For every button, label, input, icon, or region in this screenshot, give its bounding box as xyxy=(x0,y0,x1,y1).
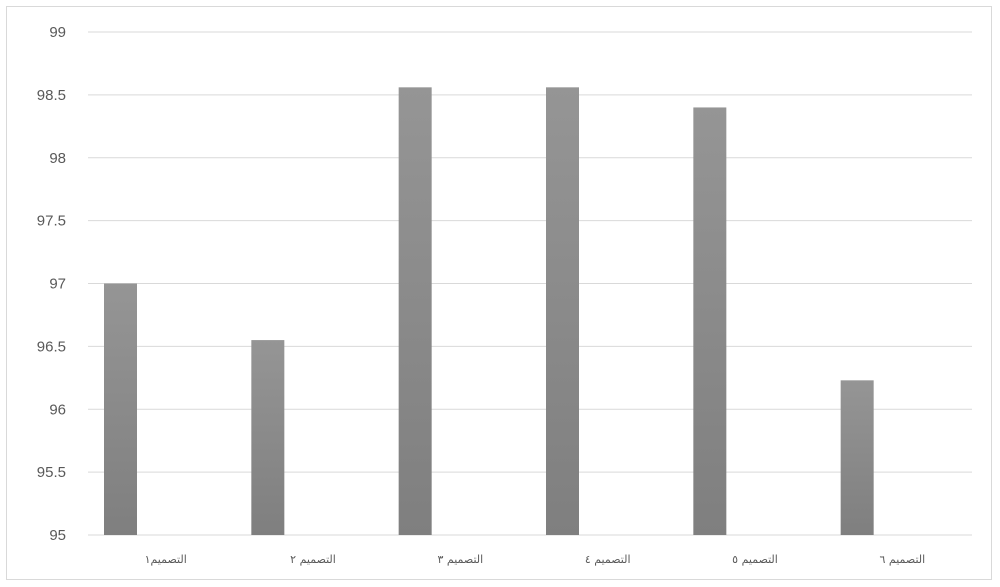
x-category-label: التصميم ٥ xyxy=(732,553,778,566)
y-tick-label: 98.5 xyxy=(37,87,66,104)
bar xyxy=(251,340,285,535)
chart-frame xyxy=(6,6,992,580)
y-tick-label: 95.5 xyxy=(37,464,66,481)
x-category-label: التصميم١ xyxy=(145,553,187,566)
x-category-label: التصميم ٢ xyxy=(290,553,336,566)
y-tick-label: 97.5 xyxy=(37,213,66,230)
y-tick-label: 97 xyxy=(49,276,66,293)
y-tick-label: 96.5 xyxy=(37,338,66,355)
x-axis-category-labels: التصميم١ التصميم ٢ التصميم ٣ التصميم ٤ التصم… xyxy=(145,553,926,566)
bar xyxy=(840,380,874,535)
bar xyxy=(546,87,579,535)
y-tick-label: 96 xyxy=(49,401,66,418)
y-axis-tick-labels: 95 95.5 96 96.5 97 97.5 98 98.5 99 xyxy=(37,24,66,544)
y-tick-label: 99 xyxy=(49,24,66,41)
bar xyxy=(693,107,727,535)
x-category-label: التصميم ٦ xyxy=(879,553,925,566)
bars xyxy=(104,87,874,535)
bar xyxy=(398,87,432,535)
x-category-label: التصميم ٣ xyxy=(437,553,483,566)
bar xyxy=(104,283,137,535)
gridlines xyxy=(88,31,972,536)
y-tick-label: 95 xyxy=(49,527,66,544)
x-category-label: التصميم ٤ xyxy=(585,553,631,566)
y-tick-label: 98 xyxy=(49,150,66,167)
